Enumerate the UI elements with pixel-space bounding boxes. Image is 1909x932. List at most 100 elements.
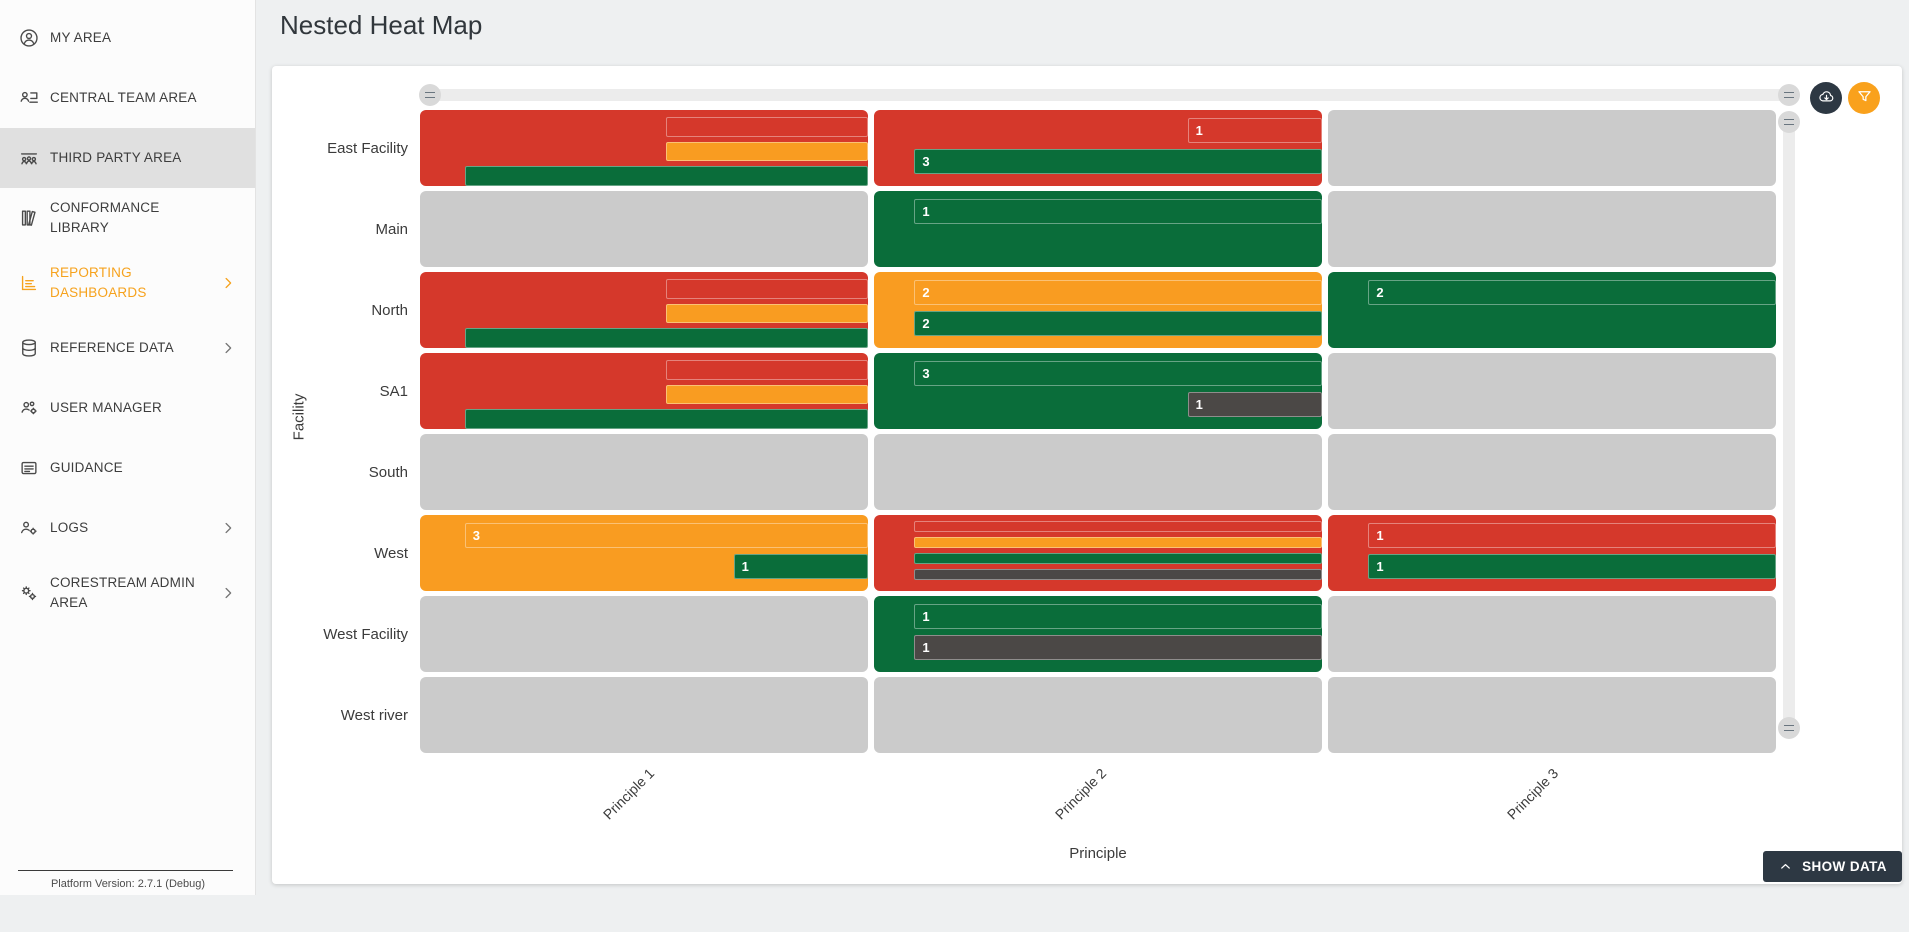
heatmap-cell-sa1-principle-1[interactable]	[420, 353, 868, 430]
person-monitor-icon	[17, 86, 41, 110]
heatmap-bar-orange[interactable]	[914, 537, 1322, 548]
bar-value: 1	[1376, 559, 1384, 574]
bar-value: 3	[922, 366, 930, 381]
filter-button[interactable]	[1848, 82, 1880, 114]
chart-hscroll-left-handle[interactable]	[419, 84, 441, 106]
heatmap-cell-sa1-principle-3[interactable]	[1328, 353, 1776, 429]
heatmap-bar-red[interactable]: 1	[1187, 118, 1322, 143]
grip-icon	[1784, 92, 1794, 98]
heatmap-cell-west-facility-principle-1[interactable]	[420, 596, 868, 672]
sidebar-item-label: USER MANAGER	[50, 400, 162, 415]
heatmap-cell-south-principle-1[interactable]	[420, 434, 868, 510]
chart-hscroll-right-handle[interactable]	[1778, 84, 1800, 106]
heatmap-bar-green[interactable]: 1	[733, 554, 868, 579]
sidebar-divider	[18, 870, 233, 871]
heatmap-bar-orange[interactable]: 3	[464, 523, 868, 548]
x-axis-labels: Principle 1 Principle 2 Principle 3	[420, 753, 1776, 843]
sidebar-item-central-team-area[interactable]: CENTRAL TEAM AREA	[0, 68, 255, 128]
show-data-button[interactable]: SHOW DATA	[1763, 851, 1902, 882]
sidebar-item-label: GUIDANCE	[50, 460, 123, 475]
sidebar-nav: MY AREA CENTRAL TEAM AREA THIRD PARTY AR…	[0, 0, 255, 628]
heatmap-bar-green[interactable]: 2	[1368, 280, 1776, 305]
heatmap-bar-green[interactable]	[464, 409, 868, 430]
heatmap-bar-green[interactable]: 1	[914, 604, 1322, 629]
row-label-west-river: West river	[340, 706, 408, 724]
heatmap-cell-north-principle-3[interactable]: 2	[1328, 272, 1776, 348]
show-data-label: SHOW DATA	[1802, 859, 1887, 874]
heatmap-cell-south-principle-2[interactable]	[874, 434, 1322, 510]
chevron-right-icon	[219, 519, 237, 537]
heatmap-bar-green[interactable]	[464, 166, 868, 187]
chart-vscroll-top-handle[interactable]	[1778, 111, 1800, 133]
chevron-up-icon	[1778, 859, 1793, 874]
chevron-right-icon	[219, 274, 237, 292]
heatmap-bar-green[interactable]	[914, 553, 1322, 564]
platform-version: Platform Version: 2.7.1 (Debug)	[50, 878, 206, 890]
cloud-download-icon	[1817, 87, 1836, 109]
heatmap-cell-main-principle-2[interactable]: 1	[874, 191, 1322, 267]
chart-vscroll-bottom-handle[interactable]	[1778, 717, 1800, 739]
heatmap-cell-west-principle-2[interactable]	[874, 515, 1322, 591]
sidebar-item-third-party-area[interactable]: THIRD PARTY AREA	[0, 128, 255, 188]
heatmap-bar-orange[interactable]	[666, 303, 868, 324]
sidebar-item-corestream-admin-area[interactable]: CORESTREAM ADMIN AREA	[0, 558, 255, 628]
double-gear-icon	[17, 581, 41, 605]
heatmap-cell-west-river-principle-3[interactable]	[1328, 677, 1776, 753]
heatmap-cell-north-principle-1[interactable]	[420, 272, 868, 349]
sidebar-item-guidance[interactable]: GUIDANCE	[0, 438, 255, 498]
heatmap-bar-red[interactable]	[914, 521, 1322, 532]
heatmap-bar-green[interactable]: 3	[914, 361, 1322, 386]
heatmap-cell-east-facility-principle-3[interactable]	[1328, 110, 1776, 186]
heatmap-bar-red[interactable]: 1	[1368, 523, 1776, 548]
sidebar-item-label: CENTRAL TEAM AREA	[50, 90, 197, 105]
heatmap-bar-red[interactable]	[666, 117, 868, 137]
heatmap-cell-south-principle-3[interactable]	[1328, 434, 1776, 510]
bar-value: 3	[472, 528, 481, 543]
heatmap-bar-orange[interactable]: 2	[914, 280, 1322, 305]
bar-value: 1	[922, 204, 930, 219]
heatmap-bar-dark[interactable]: 1	[914, 635, 1322, 660]
heatmap-bar-dark[interactable]: 1	[1187, 392, 1322, 417]
heatmap-cell-main-principle-3[interactable]	[1328, 191, 1776, 267]
sidebar-item-reference-data[interactable]: REFERENCE DATA	[0, 318, 255, 378]
heatmap-bar-red[interactable]	[666, 279, 868, 299]
heatmap-bar-green[interactable]: 3	[914, 149, 1322, 174]
sidebar-item-label: CORESTREAM ADMIN AREA	[50, 575, 195, 610]
sidebar-item-conformance-library[interactable]: CONFORMANCE LIBRARY	[0, 188, 255, 248]
heatmap-cell-main-principle-1[interactable]	[420, 191, 868, 267]
heatmap-cell-west-river-principle-2[interactable]	[874, 677, 1322, 753]
row-label-west-facility: West Facility	[323, 625, 408, 643]
sidebar-item-my-area[interactable]: MY AREA	[0, 8, 255, 68]
heatmap-bar-red[interactable]	[666, 360, 868, 380]
heatmap-bar-green[interactable]: 1	[914, 199, 1322, 224]
person-circle-icon	[17, 26, 41, 50]
chart-vertical-scrollbar-track[interactable]	[1783, 122, 1795, 728]
heatmap-bar-green[interactable]: 1	[1368, 554, 1776, 579]
sidebar-item-logs[interactable]: LOGS	[0, 498, 255, 558]
sidebar-item-user-manager[interactable]: USER MANAGER	[0, 378, 255, 438]
bar-value: 3	[922, 154, 930, 169]
heatmap-bar-orange[interactable]	[666, 384, 868, 405]
bar-value: 1	[922, 609, 930, 624]
heatmap-cell-east-facility-principle-1[interactable]	[420, 110, 868, 187]
chevron-right-icon	[219, 339, 237, 357]
chart-horizontal-scrollbar-track[interactable]	[430, 89, 1790, 101]
sidebar-item-label: REPORTING DASHBOARDS	[50, 265, 147, 300]
export-cloud-download-button[interactable]	[1810, 82, 1842, 114]
guidance-card-icon	[17, 456, 41, 480]
y-axis-labels: East Facility Main North SA1 South West West F…	[282, 110, 408, 753]
sidebar-item-reporting-dashboards[interactable]: REPORTING DASHBOARDS	[0, 248, 255, 318]
heatmap-bar-green[interactable]	[464, 328, 868, 349]
heatmap-cell-west-facility-principle-3[interactable]	[1328, 596, 1776, 672]
heatmap-bar-dark[interactable]	[914, 569, 1322, 580]
heatmap-bar-orange[interactable]	[666, 141, 868, 162]
grip-icon	[425, 92, 435, 98]
heatmap-bar-green[interactable]: 2	[914, 311, 1322, 336]
heatmap-cell-west-river-principle-1[interactable]	[420, 677, 868, 753]
